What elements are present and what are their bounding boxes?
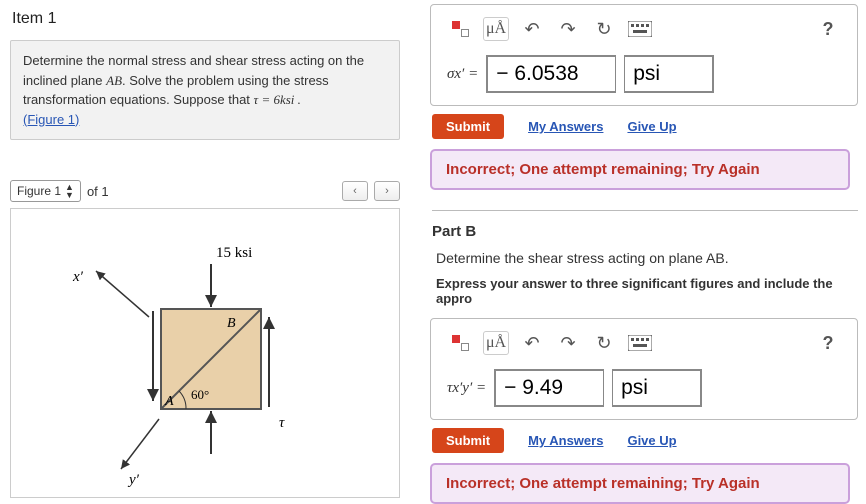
part-a-toolbar: μÅ ↶ ↷ ↻ ? [441, 13, 847, 51]
units-icon[interactable]: μÅ [483, 331, 509, 355]
part-a-block: μÅ ↶ ↷ ↻ ? σx′ = Submit My Answers Give … [430, 4, 858, 190]
diagram-y-label: y′ [127, 472, 140, 488]
units-icon[interactable]: μÅ [483, 17, 509, 41]
part-b-block: μÅ ↶ ↷ ↻ ? τx′y′ = Submit My Answers Giv… [430, 318, 858, 504]
redo-icon[interactable]: ↷ [555, 331, 581, 355]
help-icon[interactable]: ? [815, 17, 841, 41]
part-b-submit-row: Submit My Answers Give Up [432, 428, 858, 453]
part-b-title: Part B [432, 223, 866, 240]
problem-statement: Determine the normal stress and shear st… [10, 40, 400, 140]
diagram-B-label: B [227, 316, 236, 331]
item-title: Item 1 [12, 10, 400, 28]
undo-icon[interactable]: ↶ [519, 331, 545, 355]
figure-nav: ‹ › [342, 181, 400, 201]
figure-bar: Figure 1 ▲▼ of 1 ‹ › [10, 180, 400, 202]
part-a-answer-box: μÅ ↶ ↷ ↻ ? σx′ = [430, 4, 858, 106]
diagram-tau-label: τ [279, 415, 285, 431]
keyboard-icon[interactable] [627, 17, 653, 41]
diagram-top-label: 15 ksi [216, 245, 252, 261]
diagram-angle-label: 60° [191, 387, 209, 402]
figure-select[interactable]: Figure 1 ▲▼ [10, 180, 81, 202]
figure-prev-button[interactable]: ‹ [342, 181, 368, 201]
keyboard-icon[interactable] [627, 331, 653, 355]
part-b-feedback: Incorrect; One attempt remaining; Try Ag… [430, 463, 850, 504]
figure-of-text: of 1 [87, 184, 109, 199]
part-b-unit-input[interactable] [612, 369, 702, 407]
part-b-lhs: τx′y′ = [447, 380, 486, 397]
diagram-x-label: x′ [72, 269, 84, 285]
left-column: Item 1 Determine the normal stress and s… [0, 0, 410, 503]
part-a-lhs: σx′ = [447, 66, 478, 83]
figure-link[interactable]: (Figure 1) [23, 112, 79, 127]
problem-var-ab: AB [106, 73, 122, 88]
separator [432, 210, 858, 211]
help-icon[interactable]: ? [815, 331, 841, 355]
part-b-give-up-link[interactable]: Give Up [627, 433, 676, 448]
part-b-value-input[interactable] [494, 369, 604, 407]
problem-tau-eq: τ = 6ksi . [254, 92, 301, 107]
part-a-submit-row: Submit My Answers Give Up [432, 114, 858, 139]
part-a-my-answers-link[interactable]: My Answers [528, 119, 603, 134]
figure-canvas: 15 ksi x′ y′ A B 60° τ [10, 208, 400, 498]
fraction-icon[interactable] [447, 17, 473, 41]
part-a-feedback: Incorrect; One attempt remaining; Try Ag… [430, 149, 850, 190]
undo-icon[interactable]: ↶ [519, 17, 545, 41]
fraction-icon[interactable] [447, 331, 473, 355]
part-a-input-row: σx′ = [441, 51, 847, 95]
part-b-toolbar: μÅ ↶ ↷ ↻ ? [441, 327, 847, 365]
part-b-submit-button[interactable]: Submit [432, 428, 504, 453]
figure-next-button[interactable]: › [374, 181, 400, 201]
figure-select-label: Figure 1 [17, 184, 61, 198]
chevron-updown-icon: ▲▼ [65, 183, 74, 199]
redo-icon[interactable]: ↷ [555, 17, 581, 41]
part-b-answer-box: μÅ ↶ ↷ ↻ ? τx′y′ = [430, 318, 858, 420]
part-a-submit-button[interactable]: Submit [432, 114, 504, 139]
reset-icon[interactable]: ↻ [591, 17, 617, 41]
reset-icon[interactable]: ↻ [591, 331, 617, 355]
part-a-give-up-link[interactable]: Give Up [627, 119, 676, 134]
part-a-unit-input[interactable] [624, 55, 714, 93]
part-b-input-row: τx′y′ = [441, 365, 847, 409]
part-b-instructions: Express your answer to three significant… [436, 276, 866, 306]
part-b-text: Determine the shear stress acting on pla… [436, 250, 866, 266]
part-a-value-input[interactable] [486, 55, 616, 93]
diagram-svg: 15 ksi x′ y′ A B 60° τ [11, 209, 401, 499]
right-column: μÅ ↶ ↷ ↻ ? σx′ = Submit My Answers Give … [410, 0, 866, 503]
diagram-A-label: A [164, 394, 174, 409]
part-b-my-answers-link[interactable]: My Answers [528, 433, 603, 448]
